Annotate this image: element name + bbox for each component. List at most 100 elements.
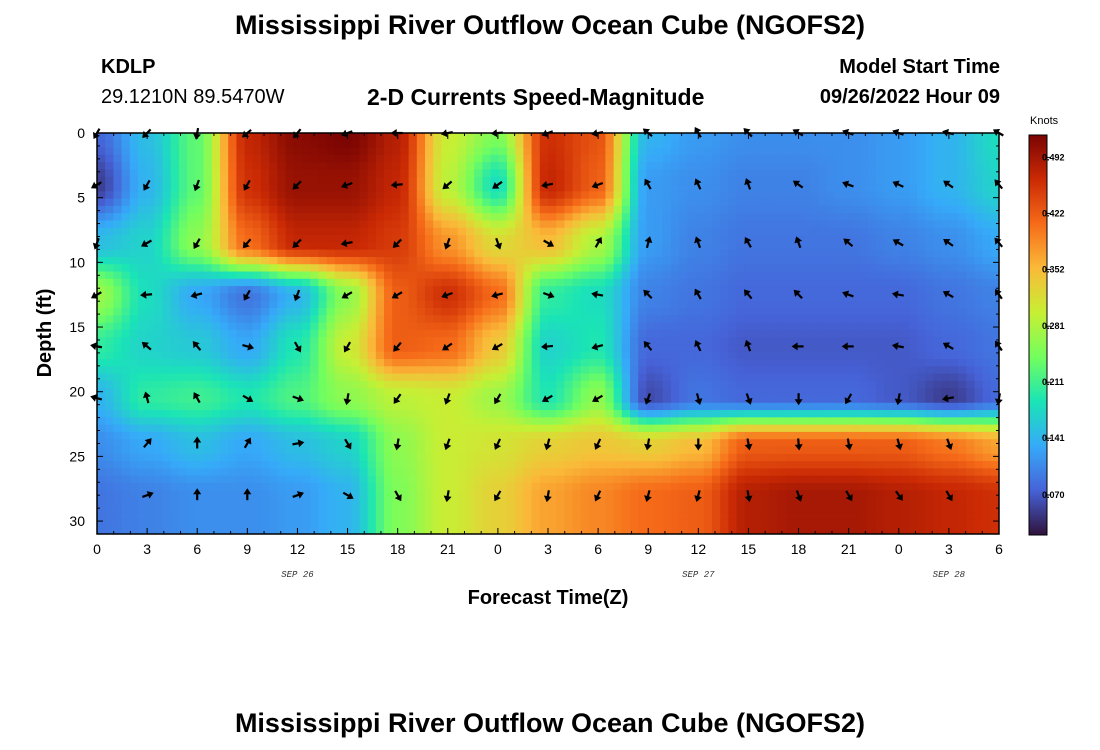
heatmap-cell: [949, 154, 959, 163]
heatmap-cell: [900, 453, 910, 462]
heatmap-cell: [277, 169, 287, 178]
heatmap-cell: [228, 205, 237, 214]
heatmap-cell: [876, 242, 885, 251]
heatmap-cell: [531, 424, 541, 433]
heatmap-cell: [146, 395, 155, 404]
heatmap-cell: [269, 133, 278, 141]
heatmap-cell: [753, 147, 762, 156]
heatmap-cell: [769, 453, 779, 462]
heatmap-cell: [408, 329, 418, 338]
heatmap-cell: [572, 395, 582, 404]
heatmap-cell: [384, 373, 393, 382]
heatmap-cell: [285, 162, 295, 171]
heatmap-cell: [638, 366, 647, 375]
heatmap-cell: [416, 395, 426, 404]
heatmap-cell: [507, 184, 516, 192]
heatmap-cell: [515, 184, 524, 192]
heatmap-cell: [966, 176, 975, 185]
heatmap-cell: [638, 439, 647, 448]
heatmap-cell: [703, 300, 713, 309]
heatmap-cell: [941, 359, 951, 367]
heatmap-cell: [507, 154, 516, 163]
heatmap-cell: [867, 453, 877, 462]
heatmap-cell: [621, 395, 631, 404]
heatmap-cell: [293, 453, 303, 462]
heatmap-cell: [482, 424, 492, 433]
heatmap-cell: [211, 344, 221, 353]
heatmap-cell: [580, 329, 590, 338]
heatmap-cell: [384, 184, 393, 192]
heatmap-cell: [572, 373, 582, 382]
heatmap-cell: [564, 388, 574, 397]
heatmap-cell: [277, 402, 287, 411]
heatmap-cell: [802, 227, 811, 236]
heatmap-cell: [466, 242, 475, 251]
heatmap-cell: [949, 220, 959, 229]
heatmap-cell: [425, 242, 434, 251]
heatmap-cell: [187, 213, 196, 222]
heatmap-cell: [359, 315, 369, 324]
heatmap-cell: [129, 133, 139, 141]
heatmap-cell: [785, 388, 795, 397]
heatmap-cell: [359, 198, 369, 207]
heatmap-cell: [728, 227, 738, 236]
heatmap-cell: [654, 344, 664, 353]
heatmap-cell: [892, 264, 902, 273]
heatmap-cell: [687, 176, 697, 185]
heatmap-cell: [990, 439, 999, 448]
heatmap-cell: [605, 410, 615, 418]
heatmap-cell: [589, 176, 598, 185]
heatmap-cell: [548, 322, 557, 331]
heatmap-cell: [326, 133, 336, 141]
heatmap-cell: [695, 220, 705, 229]
heatmap-cell: [687, 388, 697, 397]
heatmap-cell: [302, 227, 311, 236]
heatmap-cell: [113, 140, 123, 149]
heatmap-cell: [170, 227, 180, 236]
heatmap-cell: [302, 242, 311, 251]
heatmap-cell: [441, 453, 451, 462]
heatmap-cell: [859, 140, 869, 149]
heatmap-cell: [548, 410, 557, 418]
heatmap-cell: [261, 235, 270, 243]
heatmap-cell: [129, 220, 139, 229]
heatmap-cell: [138, 315, 147, 324]
heatmap-cell: [810, 380, 820, 389]
heatmap-cell: [720, 242, 729, 251]
heatmap-cell: [867, 140, 877, 149]
heatmap-cell: [507, 256, 516, 265]
heatmap-cell: [712, 191, 721, 200]
heatmap-cell: [687, 191, 697, 200]
heatmap-cell: [236, 154, 246, 163]
heatmap-cell: [826, 220, 836, 229]
heatmap-cell: [334, 300, 344, 309]
heatmap-cell: [367, 329, 377, 338]
heatmap-cell: [531, 286, 541, 294]
heatmap-cell: [580, 162, 590, 171]
heatmap-cell: [843, 453, 852, 462]
heatmap-cell: [146, 133, 155, 141]
heatmap-cell: [162, 315, 172, 324]
heatmap-cell: [605, 162, 615, 171]
heatmap-cell: [638, 388, 647, 397]
heatmap-cell: [933, 235, 943, 243]
heatmap-cell: [785, 417, 795, 426]
heatmap-cell: [925, 344, 934, 353]
heatmap-cell: [654, 264, 664, 273]
heatmap-cell: [671, 359, 680, 367]
heatmap-cell: [138, 271, 147, 280]
heatmap-cell: [384, 169, 393, 178]
heatmap-cell: [728, 380, 738, 389]
heatmap-cell: [293, 140, 303, 149]
heatmap-cell: [974, 366, 984, 375]
heatmap-cell: [769, 446, 779, 455]
heatmap-cell: [613, 249, 623, 258]
heatmap-cell: [884, 264, 893, 273]
heatmap-cell: [777, 271, 787, 280]
heatmap-cell: [195, 140, 205, 149]
heatmap-cell: [613, 154, 623, 163]
heatmap-cell: [539, 256, 549, 265]
heatmap-cell: [97, 271, 106, 280]
heatmap-cell: [203, 380, 213, 389]
heatmap-cell: [835, 453, 844, 462]
